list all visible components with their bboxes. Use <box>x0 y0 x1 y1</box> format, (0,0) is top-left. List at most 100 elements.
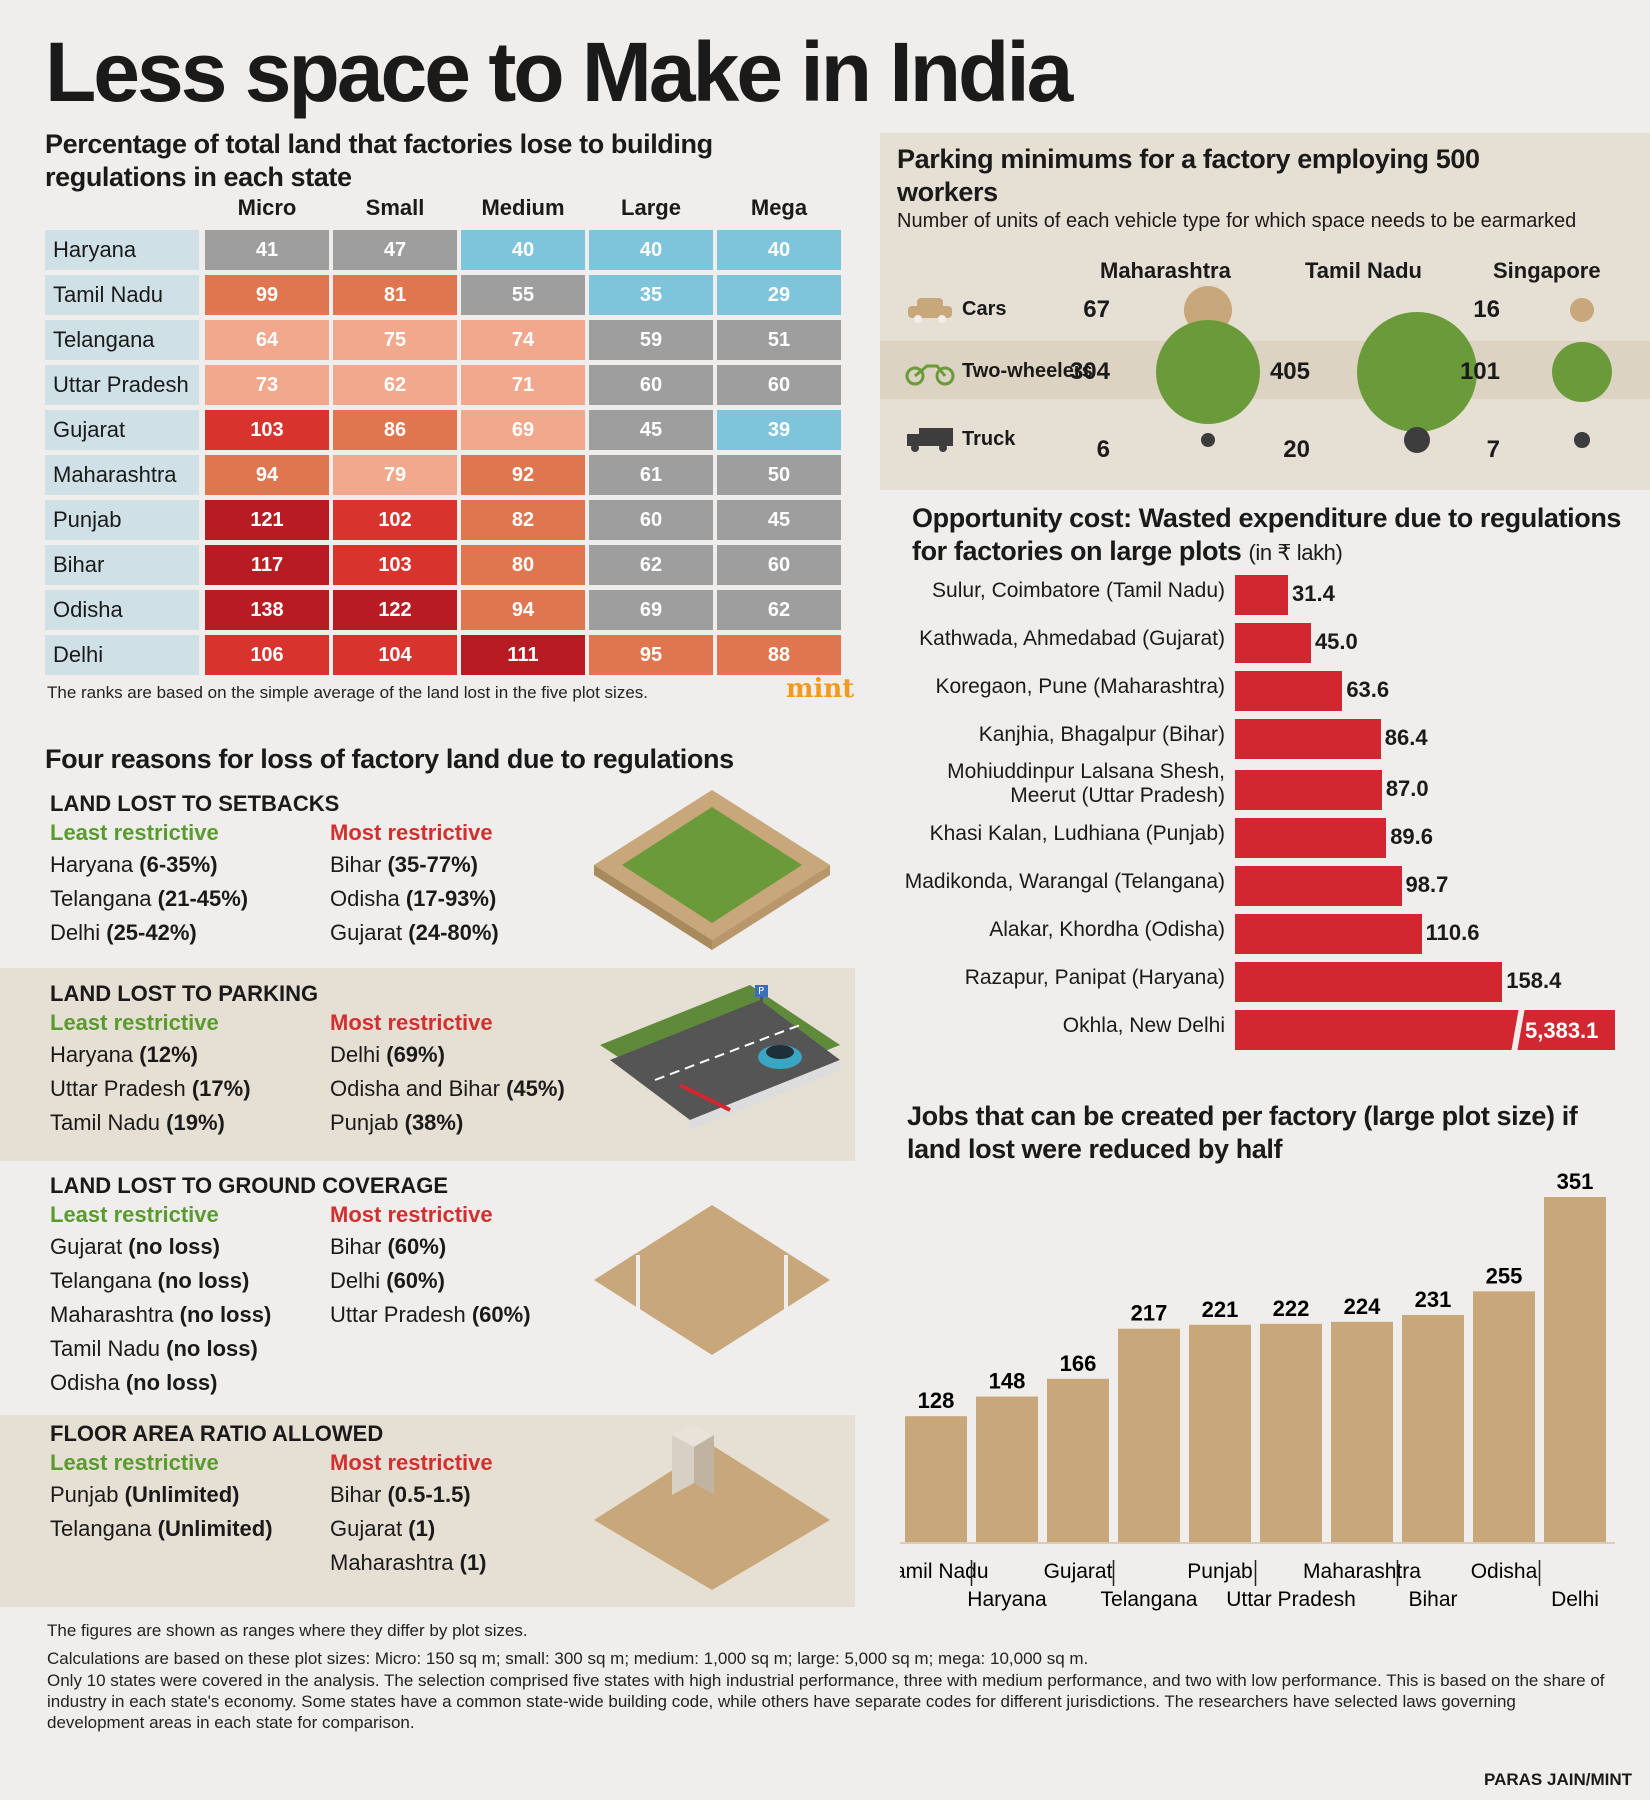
setback-illustration <box>594 790 830 950</box>
parking-value: 101 <box>1459 358 1500 385</box>
parking-value: 7 <box>1486 436 1500 463</box>
reason-item: Haryana (12%) <box>50 1038 251 1072</box>
most-restrictive-label: Most restrictive <box>330 1450 493 1475</box>
opportunity-bar <box>1235 1010 1615 1050</box>
loss-value: (no loss) <box>179 1302 272 1327</box>
column-header-micro: Micro <box>237 195 297 220</box>
parking-heading: Parking minimums for a factory employing… <box>897 144 1480 207</box>
car-icon <box>905 296 957 323</box>
loss-value: (60%) <box>386 1268 445 1293</box>
heat-cell: 29 <box>717 275 841 315</box>
least-restrictive-column: Least restrictive Punjab (Unlimited) Telan… <box>50 1448 273 1546</box>
jobs-value-label: 221 <box>1202 1297 1239 1322</box>
parking-subheading: Number of units of each vehicle type for… <box>897 210 1577 232</box>
opportunity-bar <box>1235 770 1382 810</box>
least-restrictive-label: Least restrictive <box>50 1202 219 1227</box>
state-label: Gujarat <box>45 410 199 450</box>
reason-section: LAND LOST TO SETBACKS Least restrictive Ha… <box>50 790 610 945</box>
state-name: Uttar Pradesh <box>50 1076 192 1101</box>
least-restrictive-label: Least restrictive <box>50 1010 219 1035</box>
reason-item: Tamil Nadu (19%) <box>50 1106 251 1140</box>
reason-item: Delhi (60%) <box>330 1264 531 1298</box>
reason-section: LAND LOST TO GROUND COVERAGE Least restri… <box>50 1172 610 1395</box>
heat-cell: 99 <box>205 275 329 315</box>
state-label: Bihar <box>45 545 199 585</box>
reason-title: LAND LOST TO SETBACKS <box>50 791 340 816</box>
parking-value: 304 <box>1069 358 1110 385</box>
reason-item: Punjab (38%) <box>330 1106 565 1140</box>
state-name: Telangana <box>50 1516 158 1541</box>
heat-cell: 45 <box>589 410 713 450</box>
state-label: Tamil Nadu <box>45 275 199 315</box>
opportunity-value: 45.0 <box>1314 629 1358 654</box>
table-row: Maharashtra 94 79 92 61 50 <box>45 455 845 495</box>
jobs-bar-chart: 128 Tamil Nadu 148 Haryana 166 Gujarat 217 Tela… <box>900 1169 1615 1611</box>
location-label: Kathwada, Ahmedabad (Gujarat) <box>919 627 1225 651</box>
opportunity-value: 98.7 <box>1405 872 1449 897</box>
most-restrictive-label: Most restrictive <box>330 1202 493 1227</box>
location-label-line: Sulur, Coimbatore (Tamil Nadu) <box>932 579 1225 602</box>
loss-value: (60%) <box>387 1234 447 1259</box>
parking-illustration: P <box>600 985 840 1130</box>
reason-item: Odisha (no loss) <box>50 1366 271 1400</box>
loss-value: (24-80%) <box>408 920 499 945</box>
heat-cell: 71 <box>461 365 585 405</box>
jobs-value-label: 128 <box>918 1388 955 1413</box>
jobs-category-label: Gujarat <box>1044 1560 1113 1583</box>
table-row: Tamil Nadu 99 81 55 35 29 <box>45 275 845 315</box>
reason-item: Uttar Pradesh (60%) <box>330 1298 531 1332</box>
heat-cell: 51 <box>717 320 841 360</box>
heat-cell: 69 <box>589 590 713 630</box>
location-label: Razapur, Panipat (Haryana) <box>965 966 1225 990</box>
state-label: Telangana <box>45 320 199 360</box>
least-restrictive-label: Least restrictive <box>50 820 219 845</box>
least-restrictive-label: Least restrictive <box>50 1450 219 1475</box>
jobs-category-label: Uttar Pradesh <box>1226 1588 1356 1611</box>
table-row: Punjab 121 102 82 60 45 <box>45 500 845 540</box>
state-name: Haryana <box>50 1042 140 1067</box>
reason-item: Gujarat (no loss) <box>50 1230 271 1264</box>
state-name: Punjab <box>50 1482 125 1507</box>
vehicle-label: Truck <box>962 428 1016 450</box>
heat-cell: 79 <box>333 455 457 495</box>
table-row: Odisha 138 122 94 69 62 <box>45 590 845 630</box>
parking-value: 67 <box>1083 296 1110 323</box>
parking-panel <box>880 133 1650 490</box>
heat-cell: 64 <box>205 320 329 360</box>
loss-value: (69%) <box>386 1042 445 1067</box>
jobs-bar <box>1189 1324 1251 1542</box>
heat-cell: 47 <box>333 230 457 270</box>
state-name: Telangana <box>50 1268 158 1293</box>
vehicle-label: Cars <box>962 298 1007 320</box>
location-label-line: Okhla, New Delhi <box>1062 1014 1225 1037</box>
footnote-ranges: The figures are shown as ranges where th… <box>47 1621 528 1640</box>
reason-item: Tamil Nadu (no loss) <box>50 1332 271 1366</box>
heat-cell: 138 <box>205 590 329 630</box>
reason-item: Gujarat (1) <box>330 1512 493 1546</box>
jobs-category-label: Haryana <box>967 1588 1047 1611</box>
heat-cell: 82 <box>461 500 585 540</box>
loss-value: (Unlimited) <box>157 1516 273 1541</box>
state-name: Odisha and Bihar <box>330 1076 507 1101</box>
reason-item: Telangana (21-45%) <box>50 882 248 916</box>
reason-item: Odisha (17-93%) <box>330 882 499 916</box>
reason-item: Gujarat (24-80%) <box>330 916 499 950</box>
loss-value: (25-42%) <box>106 920 197 945</box>
heat-cell: 41 <box>205 230 329 270</box>
loss-value: (no loss) <box>128 1234 220 1259</box>
reason-item: Bihar (60%) <box>330 1230 531 1264</box>
reason-item: Punjab (Unlimited) <box>50 1478 273 1512</box>
reason-title: LAND LOST TO PARKING <box>50 981 319 1006</box>
state-name: Telangana <box>50 886 158 911</box>
jobs-bar <box>1402 1314 1464 1542</box>
reason-item: Delhi (69%) <box>330 1038 565 1072</box>
jobs-bar <box>1260 1323 1322 1542</box>
jobs-value-label: 224 <box>1344 1294 1381 1319</box>
state-name: Gujarat <box>330 1516 409 1541</box>
reason-item: Uttar Pradesh (17%) <box>50 1072 251 1106</box>
state-name: Delhi <box>330 1268 387 1293</box>
location-label-line: Khasi Kalan, Ludhiana (Punjab) <box>929 822 1225 845</box>
jobs-category-label: Tamil Nadu <box>900 1560 989 1583</box>
opportunity-bar <box>1235 962 1503 1002</box>
region-header: Tamil Nadu <box>1305 258 1422 283</box>
